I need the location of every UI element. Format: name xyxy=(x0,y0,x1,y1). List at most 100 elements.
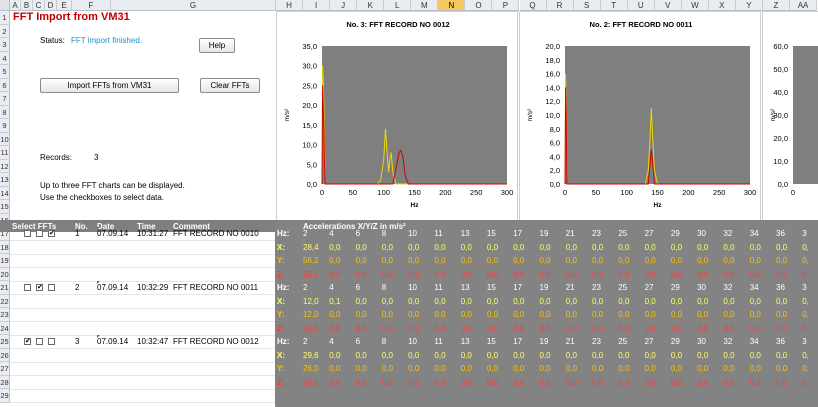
column-header-b[interactable]: B xyxy=(21,0,33,11)
column-header-p[interactable]: P xyxy=(492,0,520,11)
accel-value-hz: 27 xyxy=(644,283,654,292)
accel-value-hz: 19 xyxy=(539,337,549,346)
accel-value-x: 0,0 xyxy=(618,296,630,306)
column-header-g[interactable]: G xyxy=(111,0,276,11)
row-header-27[interactable]: 27 xyxy=(0,362,10,376)
row-header-13[interactable]: 13 xyxy=(0,173,10,187)
x-tick-label: 0 xyxy=(791,188,795,197)
select-fft-checkbox[interactable]: ✔ xyxy=(24,338,31,345)
column-header-f[interactable]: F xyxy=(72,0,111,11)
column-header-h[interactable]: H xyxy=(276,0,304,11)
column-header-q[interactable]: Q xyxy=(519,0,547,11)
select-fft-checkbox[interactable]: ✔ xyxy=(48,230,55,237)
column-header-n[interactable]: N xyxy=(438,0,466,11)
fft-chart-3[interactable]: 0,0 10,0 20,0 30,0 40,0 50,0 60,0 0 m/s² xyxy=(762,11,818,221)
column-header-r[interactable]: R xyxy=(546,0,574,11)
column-header-y[interactable]: Y xyxy=(735,0,763,11)
accel-value-hz: 23 xyxy=(592,229,601,238)
accel-value-x: 0,0 xyxy=(592,296,604,306)
fft-chart-2[interactable]: No. 2: FFT RECORD NO 0011 0,0 2,0 4,0 6,0 8,0… xyxy=(519,11,761,221)
column-header-s[interactable]: S xyxy=(573,0,601,11)
column-header-v[interactable]: V xyxy=(654,0,682,11)
row-header-17[interactable]: 17 xyxy=(0,227,10,241)
accel-value-x: 0,0 xyxy=(644,350,656,360)
column-header-x[interactable]: X xyxy=(708,0,736,11)
select-fft-checkbox[interactable] xyxy=(48,284,55,291)
row-header-24[interactable]: 24 xyxy=(0,321,10,335)
accel-value-z: 0,0 xyxy=(460,377,472,387)
row-header-23[interactable]: 23 xyxy=(0,308,10,322)
accel-value-z: 0,0 xyxy=(670,377,683,387)
row-header-21[interactable]: 21 xyxy=(0,281,10,295)
column-header-c[interactable]: C xyxy=(33,0,45,11)
row-header-11[interactable]: 11 xyxy=(0,146,10,160)
row-header-29[interactable]: 29 xyxy=(0,389,10,403)
accel-value-z: 0, xyxy=(802,323,809,333)
import-ffts-button[interactable]: Import FFTs from VM31 xyxy=(40,78,179,93)
help-button[interactable]: Help xyxy=(199,38,235,53)
accel-value-y: 0,0 xyxy=(618,256,630,265)
select-fft-checkbox[interactable] xyxy=(48,338,55,345)
row-header-2[interactable]: 2 xyxy=(0,24,10,38)
fft-chart-1[interactable]: No. 3: FFT RECORD NO 0012 0,0 5,0 10,0 15,0 2… xyxy=(276,11,518,221)
row-header-1[interactable]: 1 xyxy=(0,11,10,25)
accel-value-z: 0,0 xyxy=(408,269,420,279)
select-fft-checkbox[interactable] xyxy=(36,230,43,237)
column-header-u[interactable]: U xyxy=(627,0,655,11)
row-header-5[interactable]: 5 xyxy=(0,65,10,79)
column-header-k[interactable]: K xyxy=(357,0,385,11)
plot-area xyxy=(322,46,507,184)
row-header-9[interactable]: 9 xyxy=(0,119,10,133)
row-header-12[interactable]: 12 xyxy=(0,159,10,173)
column-header-w[interactable]: W xyxy=(681,0,709,11)
accel-value-x: 0,0 xyxy=(329,350,341,360)
y-axis-label: m/s² xyxy=(284,108,291,121)
select-fft-checkbox[interactable] xyxy=(24,230,31,237)
accel-value-hz: 25 xyxy=(618,229,628,238)
accel-value-y: 0,0 xyxy=(644,364,656,373)
row-header-26[interactable]: 26 xyxy=(0,348,10,362)
select-fft-checkbox[interactable] xyxy=(36,338,43,345)
row-header-14[interactable]: 14 xyxy=(0,186,10,200)
select-fft-checkbox[interactable]: ✔ xyxy=(36,284,43,291)
y-tick-label: 20,0 xyxy=(773,134,788,143)
row-header-3[interactable]: 3 xyxy=(0,38,10,52)
row-header-20[interactable]: 20 xyxy=(0,267,10,281)
accel-value-y: 0,0 xyxy=(486,256,499,265)
row-header-25[interactable]: 25 xyxy=(0,335,10,349)
accel-value-z: 0,0 xyxy=(618,323,630,333)
select-fft-checkbox[interactable] xyxy=(24,284,31,291)
column-header-aa[interactable]: AA xyxy=(790,0,818,11)
accel-value-y: 0,0 xyxy=(486,310,499,319)
column-header-d[interactable]: D xyxy=(45,0,57,11)
row-header-19[interactable]: 19 xyxy=(0,254,10,268)
row-header-10[interactable]: 10 xyxy=(0,132,10,146)
column-header-j[interactable]: J xyxy=(330,0,358,11)
column-header-a[interactable]: A xyxy=(10,0,21,11)
select-all-corner[interactable] xyxy=(0,0,10,11)
column-header-o[interactable]: O xyxy=(465,0,493,11)
axis-label-hz: Hz: xyxy=(277,283,290,292)
y-tick-label: 20,0 xyxy=(545,42,560,51)
x-tick-label: 200 xyxy=(439,188,452,197)
y-tick-label: 4,0 xyxy=(550,152,560,161)
row-header-15[interactable]: 15 xyxy=(0,200,10,214)
column-header-z[interactable]: Z xyxy=(762,0,790,11)
accel-value-hz: 2 xyxy=(303,283,308,292)
row-header-4[interactable]: 4 xyxy=(0,51,10,65)
column-header-m[interactable]: M xyxy=(411,0,439,11)
column-header-t[interactable]: T xyxy=(600,0,628,11)
row-header-22[interactable]: 22 xyxy=(0,294,10,308)
row-header-7[interactable]: 7 xyxy=(0,92,10,106)
column-header-l[interactable]: L xyxy=(384,0,412,11)
row-header-28[interactable]: 28 xyxy=(0,375,10,389)
clear-ffts-button[interactable]: Clear FFTs xyxy=(200,78,260,93)
row-header-18[interactable]: 18 xyxy=(0,240,10,254)
accel-value-y: 0,0 xyxy=(592,364,604,373)
column-header-e[interactable]: E xyxy=(57,0,72,11)
column-header-i[interactable]: I xyxy=(303,0,331,11)
accel-value-z: 0,0 xyxy=(355,269,367,279)
row-header-8[interactable]: 8 xyxy=(0,105,10,119)
row-header-6[interactable]: 6 xyxy=(0,78,10,92)
